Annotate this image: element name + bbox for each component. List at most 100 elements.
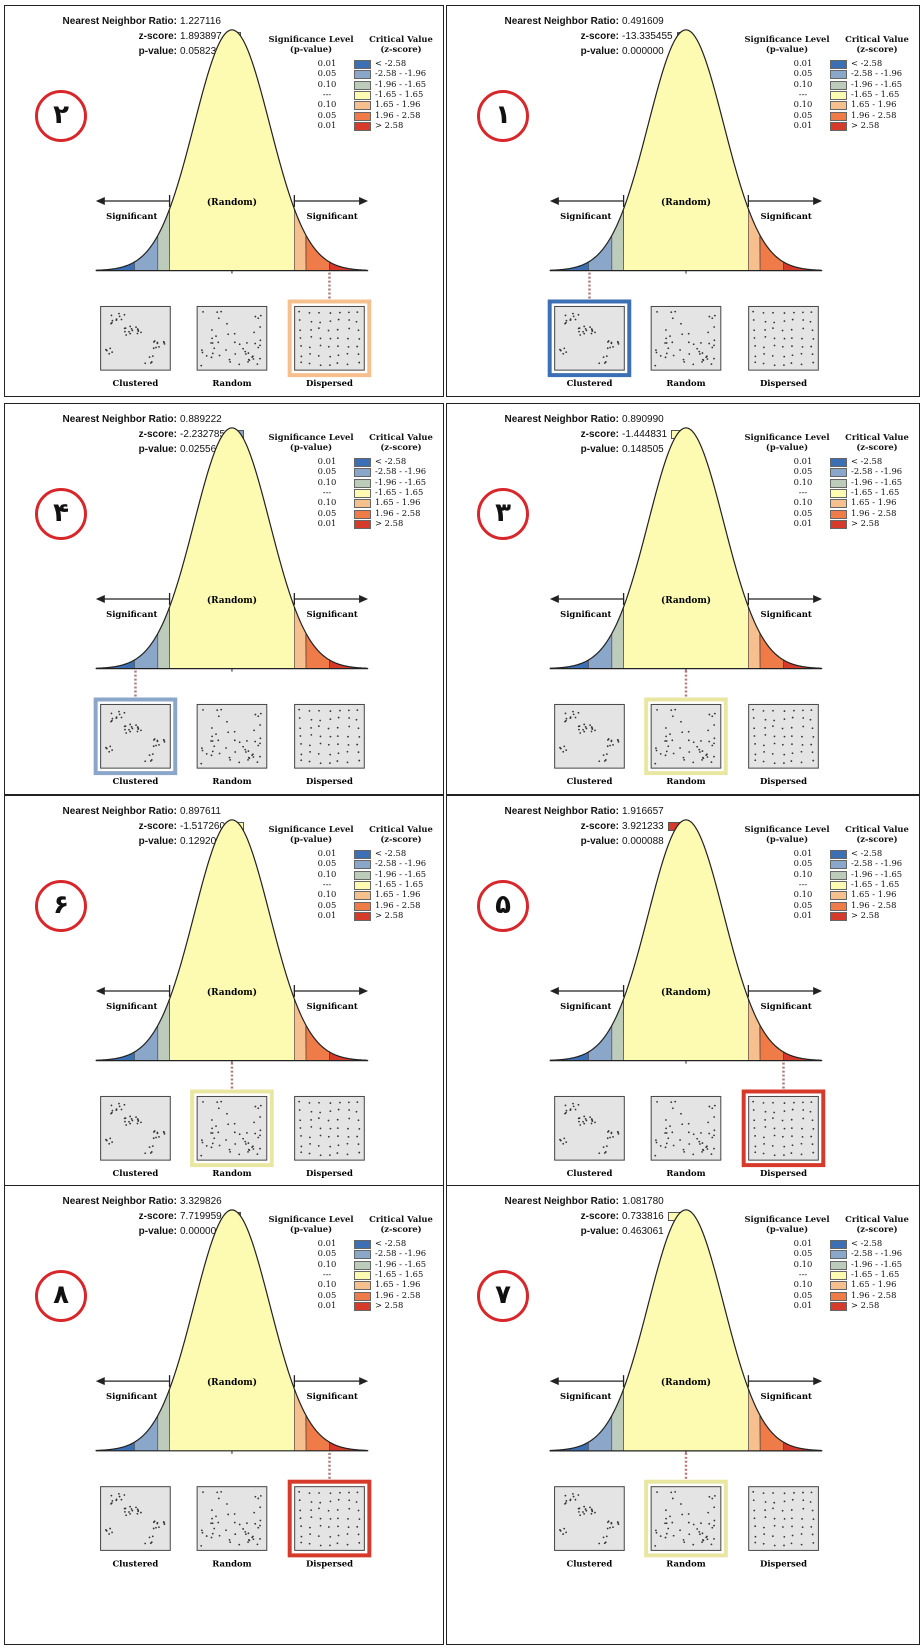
pattern-point bbox=[679, 349, 681, 351]
pattern-point bbox=[563, 1137, 566, 1140]
legend-p-value: --- bbox=[322, 88, 332, 99]
pattern-point bbox=[585, 1119, 588, 1122]
panel-number-badge: ۱ bbox=[477, 90, 529, 142]
pattern-point bbox=[128, 1120, 130, 1123]
pattern-point bbox=[754, 1541, 757, 1544]
pattern-point bbox=[213, 1137, 216, 1140]
pattern-point bbox=[357, 1143, 360, 1146]
pattern-point bbox=[257, 317, 260, 320]
pattern-point bbox=[254, 1495, 257, 1498]
pattern-point bbox=[308, 1542, 311, 1545]
pattern-point bbox=[111, 1109, 114, 1112]
pattern-point bbox=[763, 346, 765, 349]
p-value-value-row: 0.000000 bbox=[180, 1224, 270, 1239]
pattern-box-random bbox=[650, 703, 722, 769]
pattern-point bbox=[607, 739, 609, 741]
pattern-point bbox=[123, 1494, 126, 1496]
pattern-point bbox=[319, 364, 322, 367]
significant-right-label: Significant bbox=[761, 211, 812, 221]
pattern-box-clustered bbox=[100, 703, 171, 769]
legend-swatch bbox=[354, 509, 371, 519]
pattern-point bbox=[234, 353, 237, 355]
pattern-point bbox=[337, 1525, 339, 1528]
pattern-point bbox=[590, 730, 593, 733]
pattern-point bbox=[227, 731, 230, 734]
legend-swatch bbox=[830, 458, 847, 467]
band-lt-258 bbox=[549, 1051, 589, 1061]
legend-critical-value: -2.58 - -1.96 bbox=[375, 466, 427, 477]
legend-critical-value: -1.96 - -1.65 bbox=[851, 868, 903, 879]
pattern-point bbox=[358, 338, 361, 340]
pattern-point bbox=[705, 1536, 708, 1539]
pattern-point bbox=[688, 1533, 691, 1536]
pattern-point bbox=[130, 725, 133, 728]
pattern-point bbox=[754, 1535, 757, 1538]
pattern-point bbox=[336, 1542, 339, 1545]
pattern-point bbox=[706, 756, 709, 758]
legend-row: 0.10 -1.96 - -1.65 bbox=[259, 1259, 435, 1270]
pattern-point bbox=[710, 1543, 713, 1546]
legend-swatch bbox=[830, 1270, 847, 1280]
pattern-point bbox=[667, 1527, 670, 1530]
pattern-point bbox=[659, 354, 662, 357]
pattern-point bbox=[565, 717, 568, 720]
pattern-point bbox=[812, 1518, 815, 1521]
nn-ratio-value: 1.227116 bbox=[180, 16, 221, 27]
z-score-label-row: z-score: bbox=[455, 1209, 619, 1224]
pattern-box-random bbox=[196, 305, 268, 371]
pattern-label-clustered: Clustered bbox=[567, 776, 613, 786]
pattern-point bbox=[210, 329, 213, 331]
legend-critical-value: -1.65 - 1.65 bbox=[851, 878, 900, 889]
pattern-point bbox=[259, 1506, 262, 1509]
p-value-value: 0.148505 bbox=[622, 444, 664, 455]
random-label: (Random) bbox=[661, 987, 711, 998]
pattern-point bbox=[802, 1491, 804, 1494]
pattern-point bbox=[706, 358, 709, 360]
pattern-point bbox=[125, 732, 128, 734]
pattern-point bbox=[665, 352, 668, 355]
pattern-point bbox=[783, 355, 786, 358]
legend-critical-value: -1.65 - 1.65 bbox=[851, 88, 900, 99]
pattern-point bbox=[801, 1518, 803, 1520]
legend-p-value: 0.10 bbox=[317, 476, 337, 487]
band-196-165 bbox=[611, 209, 624, 271]
legend-row: --- -1.65 - 1.65 bbox=[735, 878, 911, 890]
pattern-point bbox=[664, 740, 666, 742]
legend-header-significance: Significance Level (p-value) bbox=[744, 432, 830, 452]
pattern-point bbox=[617, 342, 620, 345]
pattern-point bbox=[791, 354, 794, 357]
pattern-box-random bbox=[196, 703, 268, 769]
pattern-point bbox=[665, 750, 668, 753]
pattern-point bbox=[253, 1121, 256, 1124]
pattern-label-random: Random bbox=[212, 776, 251, 786]
pattern-point bbox=[252, 1148, 255, 1150]
pattern-point bbox=[612, 1526, 614, 1529]
pattern-point bbox=[583, 730, 586, 733]
pattern-point bbox=[783, 320, 786, 323]
legend-critical-value: < -2.58 bbox=[851, 456, 883, 466]
pattern-point bbox=[687, 1122, 690, 1125]
pattern-point bbox=[225, 1139, 227, 1141]
pattern-point bbox=[109, 347, 112, 350]
pattern-point bbox=[124, 327, 127, 330]
legend-p-value: 0.01 bbox=[793, 1238, 813, 1248]
pattern-point bbox=[308, 311, 311, 314]
pattern-point bbox=[300, 361, 303, 364]
pattern-point bbox=[713, 1537, 715, 1540]
pattern-point bbox=[669, 335, 671, 338]
pattern-point bbox=[129, 1512, 132, 1515]
pattern-point bbox=[234, 1533, 237, 1536]
pattern-point bbox=[259, 1537, 261, 1540]
pattern-point bbox=[242, 1528, 245, 1530]
pattern-point bbox=[688, 1143, 691, 1145]
pattern-point bbox=[605, 355, 608, 358]
pattern-point bbox=[679, 747, 681, 749]
pattern-point bbox=[585, 1509, 588, 1512]
significance-legend: Significance Level (p-value) Critical Valu… bbox=[259, 1208, 435, 1320]
pattern-point bbox=[135, 1116, 137, 1119]
significant-right-label: Significant bbox=[761, 1391, 812, 1401]
pattern-point bbox=[773, 337, 776, 340]
pattern-point bbox=[713, 1104, 716, 1107]
z-score-label-row: z-score: bbox=[455, 29, 619, 44]
